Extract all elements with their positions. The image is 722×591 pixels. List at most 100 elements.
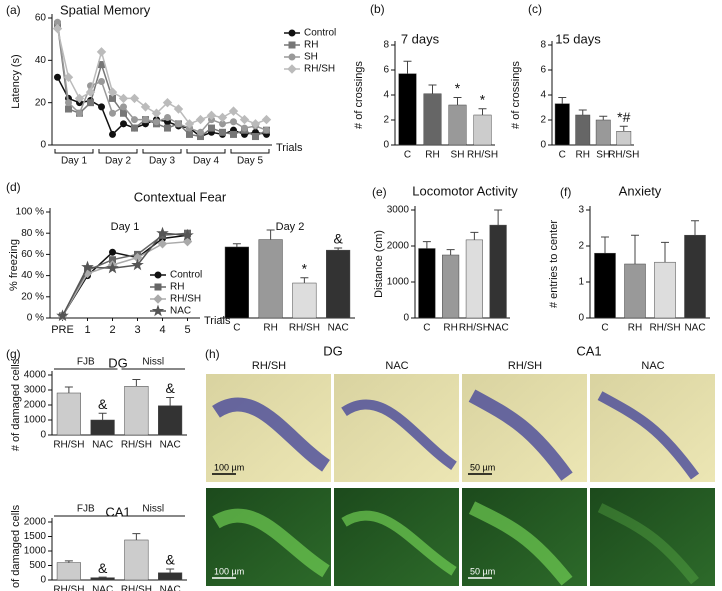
x-group-label: Day 5 — [237, 156, 264, 167]
marker — [129, 93, 140, 104]
cell-layer — [468, 389, 573, 481]
bar — [124, 539, 149, 581]
panel-label: (a) — [6, 3, 21, 17]
panel-label: (b) — [370, 2, 385, 16]
error-bar — [166, 397, 175, 406]
significance-mark: & — [98, 396, 108, 412]
legend-label: NAC — [170, 306, 191, 317]
column-label: NAC — [385, 360, 408, 372]
day-bracket — [142, 149, 182, 154]
y-tick-label: 8 — [540, 40, 546, 51]
marker — [182, 236, 193, 247]
legend-marker — [154, 271, 162, 279]
error-bar — [558, 97, 567, 104]
y-tick-label: 3000 — [24, 385, 47, 396]
bar — [448, 104, 467, 146]
x-group-label: Day 3 — [149, 156, 176, 167]
y-tick-label: 40 % — [21, 270, 44, 281]
error-bar — [478, 108, 487, 115]
series-line — [61, 232, 188, 317]
chart-title: 15 days — [555, 31, 601, 46]
x-tick-label: RH/SH — [121, 440, 152, 451]
error-bar — [691, 220, 699, 236]
error-bar — [470, 231, 479, 240]
cell-layer — [597, 391, 700, 480]
micrograph — [206, 488, 331, 586]
y-axis-label: Latency (s) — [10, 54, 22, 108]
y-tick-label: 20 — [35, 97, 47, 108]
error-bar — [166, 568, 175, 573]
x-tick-label: NAC — [684, 323, 705, 334]
day-bracket — [186, 149, 226, 154]
x-tick-label: C — [404, 150, 411, 161]
y-tick-label: 2000 — [24, 400, 47, 411]
x-tick-label: NAC — [488, 323, 509, 334]
marker — [87, 99, 94, 107]
legend-marker — [288, 41, 296, 49]
error-bar — [661, 241, 669, 263]
marker — [98, 61, 105, 69]
x-tick-label: 1 — [84, 324, 90, 336]
marker — [263, 126, 270, 134]
y-axis-label: % freezing — [8, 239, 20, 291]
series-line — [61, 232, 188, 317]
marker — [109, 109, 116, 117]
error-bar — [422, 241, 431, 249]
x-tick-label: RH — [443, 323, 457, 334]
micrograph — [590, 488, 715, 586]
marker — [195, 114, 206, 125]
y-axis-label: # of damaged cells — [10, 504, 22, 591]
error-bar — [428, 84, 437, 94]
y-tick-label: 20 % — [21, 291, 44, 302]
chart-title: CA1 — [105, 504, 130, 519]
y-tick-label: 1000 — [387, 277, 410, 288]
legend-marker — [288, 29, 296, 37]
bar — [575, 114, 591, 146]
bar — [595, 119, 611, 146]
significance-mark: & — [165, 380, 175, 396]
x-axis-label: Trials — [276, 142, 303, 154]
y-tick-label: 4 — [540, 90, 546, 101]
y-tick-label: 60 — [35, 13, 47, 24]
marker — [151, 108, 162, 118]
cell-layer — [212, 397, 331, 472]
significance-mark: & — [165, 552, 175, 568]
marker — [63, 72, 74, 82]
chart-subtitle: Day 2 — [276, 221, 305, 233]
error-bar — [132, 379, 141, 387]
x-tick-label: RH/SH — [459, 323, 490, 334]
x-tick-label: C — [233, 323, 240, 334]
marker — [131, 124, 138, 132]
marker — [261, 114, 272, 125]
x-tick-label: NAC — [92, 440, 113, 451]
significance-mark: *# — [617, 109, 630, 125]
scale-bar-label: 50 µm — [470, 462, 495, 472]
y-axis-label: # of damaged cells — [10, 358, 22, 451]
region-label: CA1 — [576, 343, 601, 358]
bar — [56, 392, 81, 436]
bar — [158, 572, 183, 581]
bar — [473, 114, 492, 146]
legend-label: Control — [170, 270, 202, 281]
error-bar — [232, 243, 241, 247]
y-tick-label: 4000 — [24, 370, 47, 381]
y-tick-label: 80 % — [21, 228, 44, 239]
marker — [206, 110, 217, 121]
x-tick-label: SH — [451, 150, 465, 161]
x-tick-label: SH — [596, 150, 610, 161]
y-tick-label: 0 — [40, 575, 46, 586]
scale-bar-label: 100 µm — [214, 566, 244, 576]
scale-bar-label: 50 µm — [470, 566, 495, 576]
x-tick-label: 3 — [134, 324, 140, 336]
column-label: RH/SH — [252, 360, 286, 372]
y-tick-label: 6 — [383, 65, 389, 76]
significance-mark: * — [480, 91, 486, 107]
error-bar — [403, 60, 412, 74]
chart-title: Locomotor Activity — [412, 183, 518, 198]
marker — [175, 120, 182, 128]
marker — [98, 103, 105, 111]
bar — [326, 249, 351, 319]
y-tick-label: 1000 — [24, 415, 47, 426]
bar — [616, 131, 632, 146]
x-tick-label: RH — [576, 150, 590, 161]
